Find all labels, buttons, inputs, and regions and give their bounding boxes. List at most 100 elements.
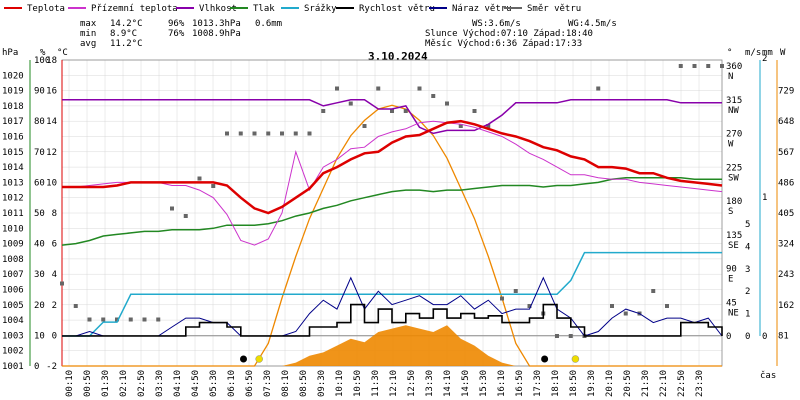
legend-label: Teplota — [27, 4, 65, 14]
temperature-tick-label: 8 — [52, 209, 57, 219]
percent-tick-label: 50 — [34, 209, 45, 219]
direction-tick-name: NW — [728, 106, 739, 116]
wind-direction-point — [568, 334, 573, 338]
sunset-marker — [571, 355, 580, 363]
wind-direction-point — [156, 317, 161, 322]
time-tick-label: 20:50 — [623, 370, 633, 397]
legend-label: Náraz větru — [452, 4, 512, 14]
stat-pressure: 1008.9hPa — [192, 29, 241, 39]
time-tick-label: 09:30 — [317, 370, 327, 397]
watt-tick-label: 405 — [778, 209, 794, 219]
wind-direction-point — [623, 311, 628, 316]
wind-direction-point — [527, 304, 532, 308]
wind-direction-point — [321, 109, 326, 113]
humidity-line — [62, 99, 722, 135]
wind-direction-point — [101, 317, 106, 322]
time-tick-label: 22:50 — [677, 370, 687, 397]
time-tick-label: 10:50 — [353, 370, 363, 397]
wind-direction-point — [486, 124, 491, 128]
percent-tick-label: 30 — [34, 270, 45, 280]
time-tick-label: 20:10 — [605, 370, 615, 397]
wind-direction-point — [458, 124, 463, 128]
moon-times: Měsíc Východ:6:36 Západ:17:33 — [425, 39, 582, 49]
hpa-axis-label: hPa — [2, 48, 18, 58]
stat-label: avg — [80, 39, 96, 49]
hpa-tick-label: 1013 — [2, 178, 24, 188]
time-tick-label: 17:30 — [533, 370, 543, 397]
wind-direction-point — [60, 281, 64, 286]
hpa-tick-label: 1006 — [2, 286, 24, 296]
wind-direction-point — [87, 317, 92, 322]
wind-direction-point — [225, 131, 229, 136]
time-tick-label: 01:30 — [101, 370, 111, 397]
wind-direction-point — [293, 131, 298, 136]
stat-temp: 11.2°C — [110, 39, 143, 49]
percent-axis-label: % — [40, 48, 46, 58]
hpa-tick-label: 1004 — [2, 316, 24, 326]
hpa-tick-label: 1008 — [2, 255, 24, 265]
wind-direction-point — [307, 131, 312, 136]
wind-direction-point — [390, 109, 394, 113]
direction-axis-label: ° — [727, 48, 732, 58]
time-tick-label: 16:10 — [497, 370, 507, 397]
time-tick-label: 16:50 — [515, 370, 525, 397]
wind-direction-point — [128, 317, 133, 322]
temperature-tick-label: 0 — [52, 331, 57, 341]
time-tick-label: 00:50 — [83, 370, 93, 397]
mm-tick-label: 0 — [762, 332, 767, 342]
ms-tick-label: 4 — [745, 242, 750, 252]
watt-axis-label: W — [780, 48, 786, 58]
wind-direction-point — [665, 304, 669, 308]
percent-tick-label: 40 — [34, 240, 45, 250]
temperature-tick-label: 18 — [46, 56, 57, 66]
direction-tick-label: 135 — [726, 231, 742, 241]
percent-tick-label: 90 — [34, 87, 45, 97]
wind-direction-point — [170, 206, 174, 211]
time-tick-label: 05:30 — [209, 370, 219, 397]
stat-rain: 0.6mm — [255, 19, 282, 29]
percent-tick-label: 70 — [34, 148, 45, 158]
time-tick-label: 08:50 — [299, 370, 309, 397]
legend: Teplota Přízemní teplota Vlhkost Tlak Srážky… — [4, 4, 581, 14]
wind-direction-point — [252, 131, 257, 136]
time-tick-label: 14:50 — [461, 370, 471, 397]
time-tick-label: 14:10 — [443, 370, 453, 397]
direction-tick-name: N — [728, 72, 733, 82]
temperature-tick-label: 12 — [46, 148, 57, 158]
temperature-tick-label: 6 — [52, 240, 57, 250]
wind-direction-point — [720, 64, 724, 68]
hpa-tick-label: 1018 — [2, 102, 24, 112]
time-axis-label: čas — [760, 370, 776, 381]
wind-direction-point — [417, 86, 422, 91]
stat-wind-speed: WS:3.6m/s — [472, 19, 521, 29]
direction-tick-label: 270 — [726, 130, 742, 140]
time-tick-label: 23:30 — [695, 370, 705, 397]
hpa-tick-label: 1001 — [2, 362, 24, 372]
hpa-tick-label: 1020 — [2, 71, 24, 81]
temperature-tick-label: 10 — [46, 178, 57, 188]
wind-direction-point — [211, 184, 216, 188]
watt-tick-label: 162 — [778, 301, 794, 311]
wind-direction-point — [266, 131, 271, 136]
wind-direction-point — [197, 176, 202, 181]
wind-direction-point — [280, 131, 284, 136]
wind-direction-point — [472, 109, 477, 113]
direction-tick-label: 360 — [726, 62, 742, 72]
watt-tick-label: 81 — [778, 331, 789, 341]
temperature-tick-label: 16 — [46, 87, 57, 97]
hpa-tick-label: 1010 — [2, 224, 24, 234]
plot-area — [60, 64, 724, 367]
axes: hPa% °C ° m/s mm W102010191018101710161015101… — [2, 48, 794, 397]
time-tick-label: 06:50 — [245, 370, 255, 397]
wind-direction-point — [335, 86, 339, 91]
time-tick-label: 02:50 — [137, 370, 147, 397]
hpa-tick-label: 1014 — [2, 163, 24, 173]
chart-title: 3.10.2024 — [368, 50, 428, 63]
rain-line — [62, 251, 722, 337]
legend-label: Směr větru — [527, 4, 581, 14]
watt-tick-label: 324 — [778, 240, 794, 250]
sunrise-marker — [255, 355, 263, 363]
time-tick-label: 02:10 — [119, 370, 129, 397]
time-tick-label: 22:10 — [659, 370, 669, 397]
wind-gust-line — [62, 276, 723, 337]
